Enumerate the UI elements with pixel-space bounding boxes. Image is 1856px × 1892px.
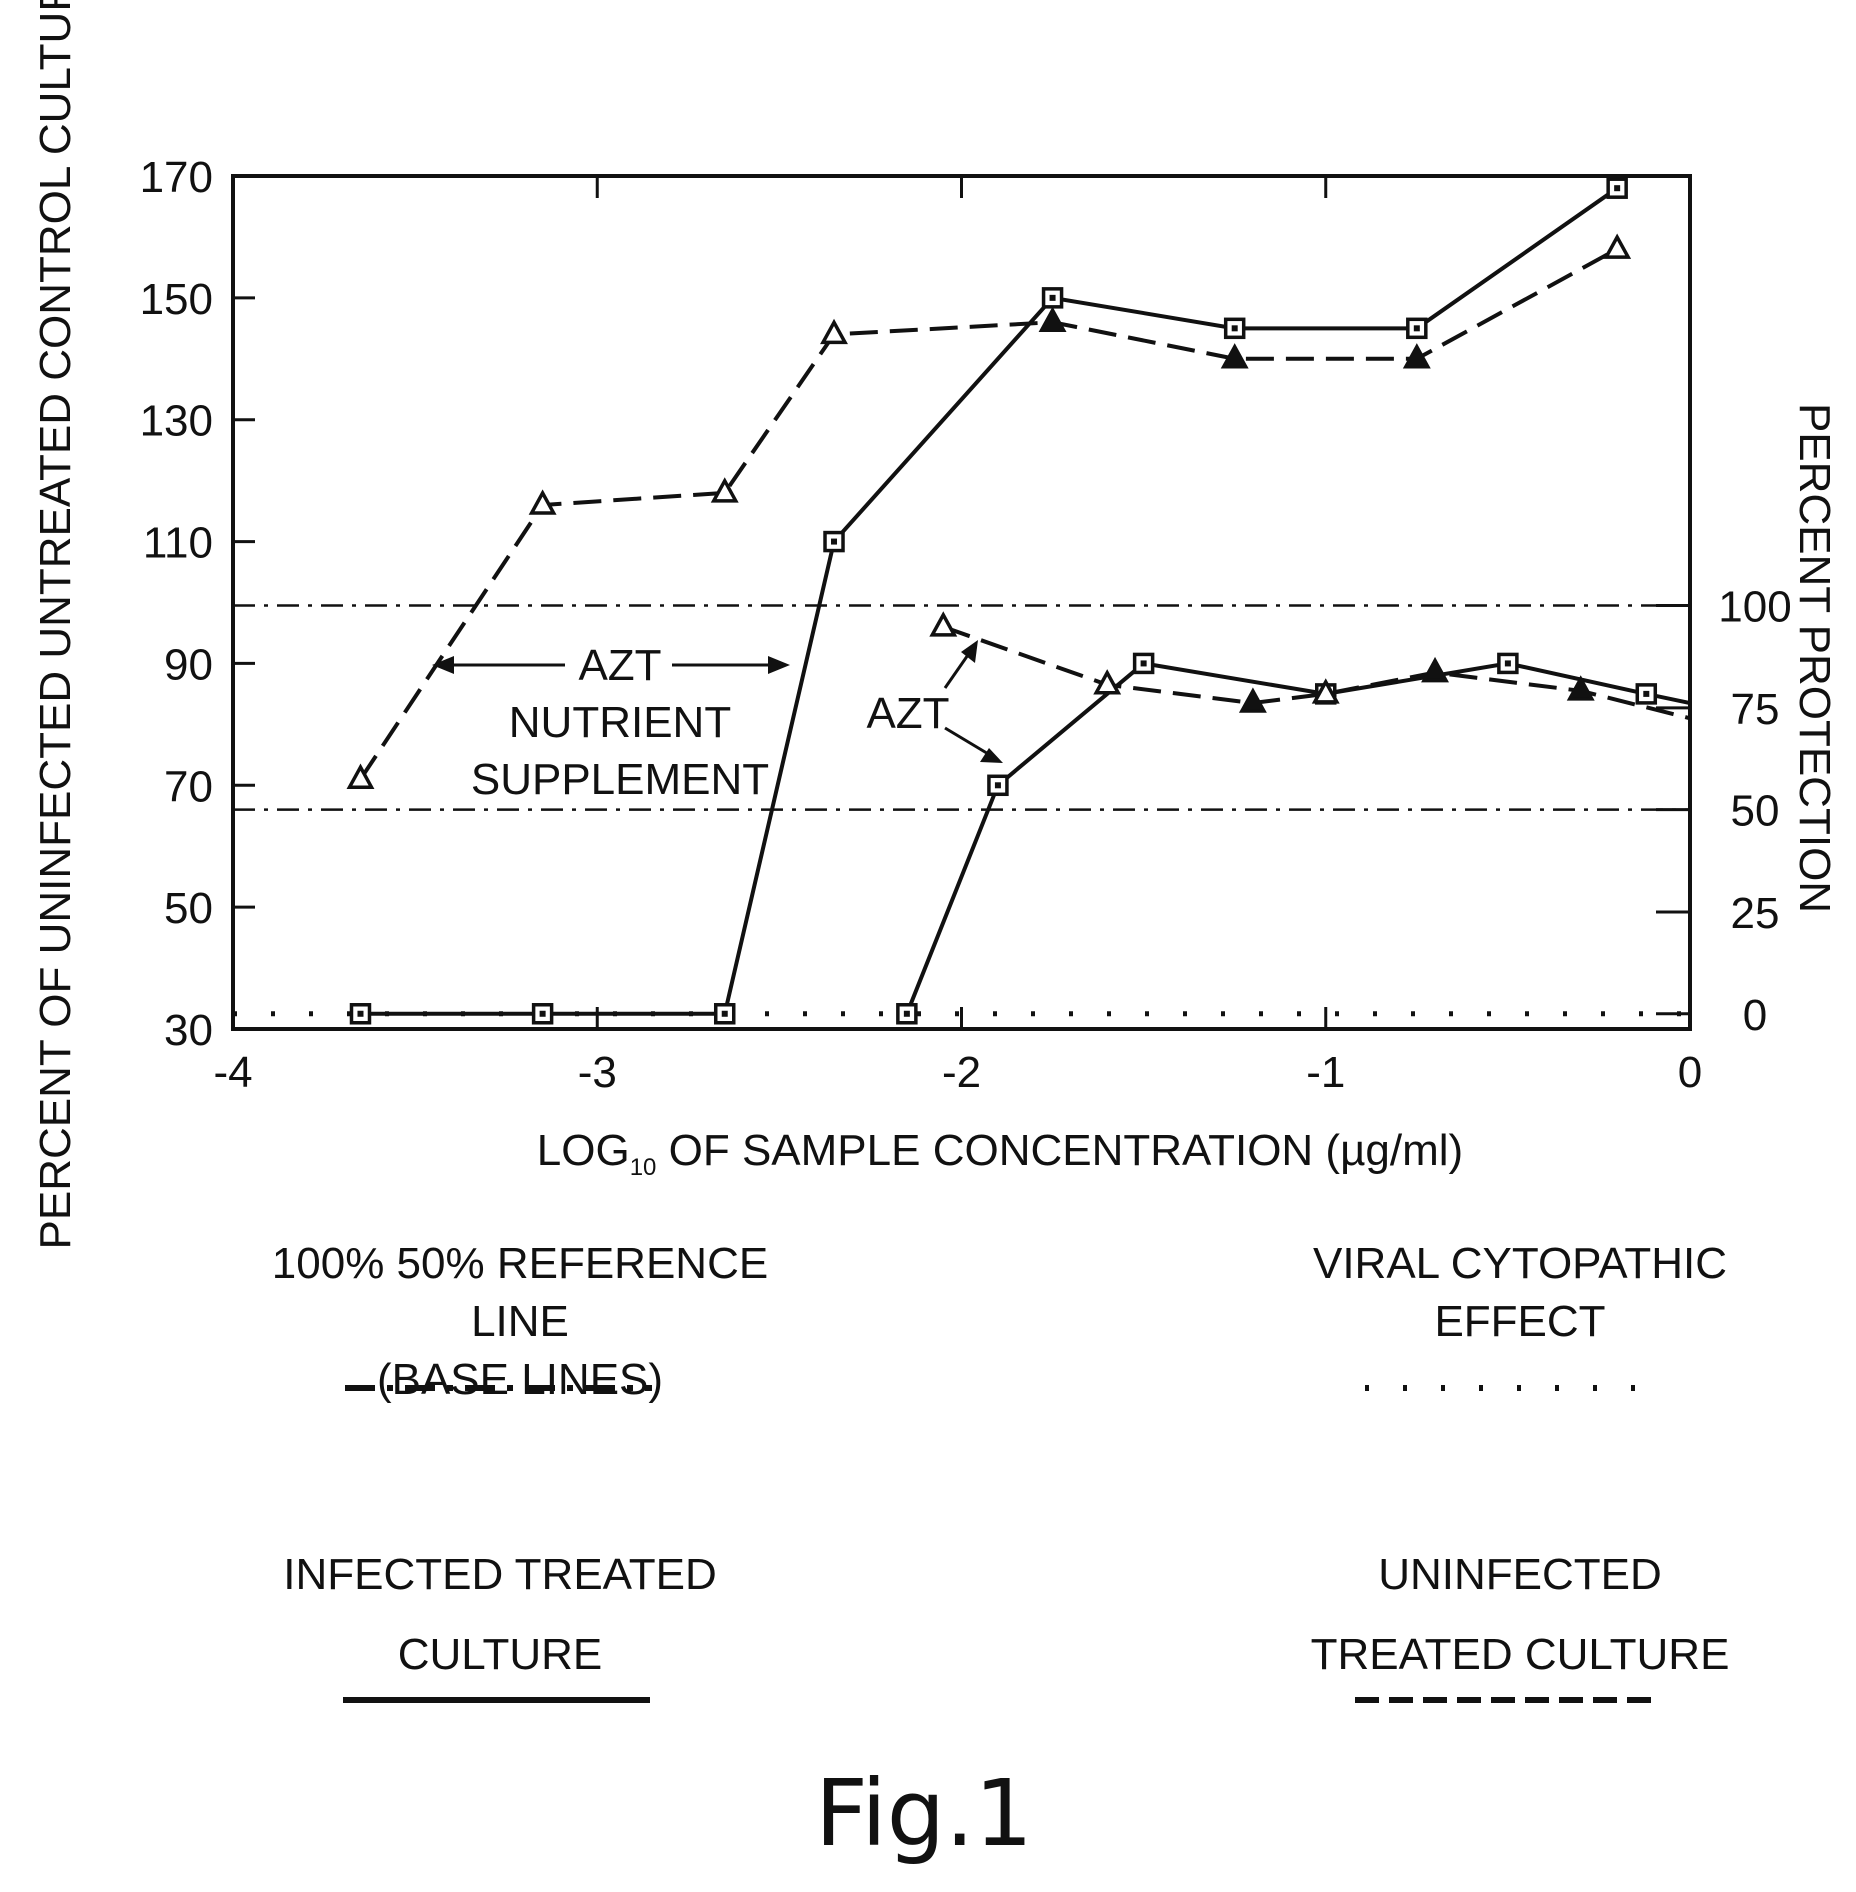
arrow-lower-line bbox=[945, 728, 990, 755]
arrow-right-head bbox=[768, 656, 790, 674]
legend-infected: INFECTED TREATED CULTURE bbox=[280, 1535, 720, 1695]
marker-square-dot bbox=[1505, 660, 1511, 666]
y-left-tick-label: 170 bbox=[140, 153, 213, 202]
marker-triangle-open bbox=[932, 615, 954, 635]
annotation-supplement: SUPPLEMENT bbox=[471, 755, 769, 804]
marker-square-dot bbox=[1614, 185, 1620, 191]
y-right-tick-label: 75 bbox=[1731, 685, 1780, 734]
marker-square-dot bbox=[831, 539, 837, 545]
arrow-upper-line bbox=[945, 652, 970, 688]
marker-square-dot bbox=[722, 1011, 728, 1017]
plot-frame bbox=[233, 176, 1690, 1029]
legend-uninfected-line2: TREATED CULTURE bbox=[1300, 1615, 1740, 1695]
figure-label: Fig.1 bbox=[815, 1760, 1033, 1867]
marker-square-dot bbox=[1414, 325, 1420, 331]
legend-viral-line1: VIRAL CYTOPATHIC bbox=[1295, 1235, 1745, 1293]
y-left-tick-label: 70 bbox=[164, 762, 213, 811]
x-tick-label: -1 bbox=[1306, 1048, 1345, 1097]
y-left-tick-label: 130 bbox=[140, 397, 213, 446]
legend-reference-line1: 100% 50% REFERENCE LINE bbox=[240, 1235, 800, 1351]
y-right-tick-label: 0 bbox=[1743, 991, 1767, 1040]
legend-reference: 100% 50% REFERENCE LINE (BASE LINES) bbox=[240, 1235, 800, 1409]
marker-triangle-filled bbox=[1042, 310, 1064, 330]
y-right-axis-label: PERCENT PROTECTION bbox=[1790, 403, 1839, 913]
markers-layer bbox=[349, 179, 1655, 1023]
marker-square-dot bbox=[357, 1011, 363, 1017]
axis-ticks: 30 50 70 90 110 130 150 170 -4 -3 -2 -1 0 100 75 50 25 0 bbox=[140, 153, 1792, 1097]
legend-uninfected-line1: UNINFECTED bbox=[1300, 1535, 1740, 1615]
x-tick-label: 0 bbox=[1678, 1048, 1702, 1097]
series-layer bbox=[360, 188, 1690, 1014]
y-left-tick-label: 110 bbox=[143, 519, 213, 568]
annotation-azt-lower-group: AZT bbox=[866, 640, 1003, 763]
x-tick-label: -4 bbox=[213, 1048, 252, 1097]
series-line-0 bbox=[360, 188, 1617, 1014]
x-tick-label: -3 bbox=[578, 1048, 617, 1097]
legend-infected-line2: CULTURE bbox=[280, 1615, 720, 1695]
marker-square-dot bbox=[1643, 691, 1649, 697]
legend-viral-line2: EFFECT bbox=[1295, 1293, 1745, 1351]
marker-square-dot bbox=[1141, 660, 1147, 666]
marker-triangle-open bbox=[1606, 237, 1628, 257]
y-left-tick-label: 150 bbox=[140, 275, 213, 324]
annotation-azt-nutrient: AZT NUTRIENT SUPPLEMENT bbox=[432, 641, 790, 804]
y-right-tick-label: 25 bbox=[1731, 889, 1780, 938]
x-axis-label: LOG10 OF SAMPLE CONCENTRATION (µg/ml) bbox=[537, 1126, 1463, 1181]
legend-viral: VIRAL CYTOPATHIC EFFECT bbox=[1295, 1235, 1745, 1351]
annotation-nutrient: NUTRIENT bbox=[509, 698, 731, 747]
x-tick-label: -2 bbox=[942, 1048, 981, 1097]
y-left-axis-label: PERCENT OF UNINFECTED UNTREATED CONTROL … bbox=[31, 0, 80, 1249]
marker-triangle-open bbox=[823, 322, 845, 342]
marker-square-dot bbox=[904, 1011, 910, 1017]
marker-square-dot bbox=[1050, 295, 1056, 301]
legend-uninfected: UNINFECTED TREATED CULTURE bbox=[1300, 1535, 1740, 1695]
y-left-tick-label: 30 bbox=[164, 1006, 213, 1055]
legend-infected-line1: INFECTED TREATED bbox=[280, 1535, 720, 1615]
marker-square-dot bbox=[1232, 325, 1238, 331]
annotation-azt-lower: AZT bbox=[866, 689, 949, 738]
marker-triangle-filled bbox=[1424, 661, 1446, 681]
series-line-2 bbox=[907, 663, 1690, 1013]
y-left-tick-label: 90 bbox=[164, 640, 213, 689]
legend-reference-line2: (BASE LINES) bbox=[240, 1351, 800, 1409]
marker-square-dot bbox=[995, 782, 1001, 788]
y-right-tick-label: 50 bbox=[1731, 787, 1780, 836]
marker-square-dot bbox=[540, 1011, 546, 1017]
y-left-tick-label: 50 bbox=[164, 884, 213, 933]
y-right-tick-label: 100 bbox=[1718, 583, 1791, 632]
arrow-left-head bbox=[432, 656, 454, 674]
annotation-azt-upper: AZT bbox=[578, 641, 661, 690]
